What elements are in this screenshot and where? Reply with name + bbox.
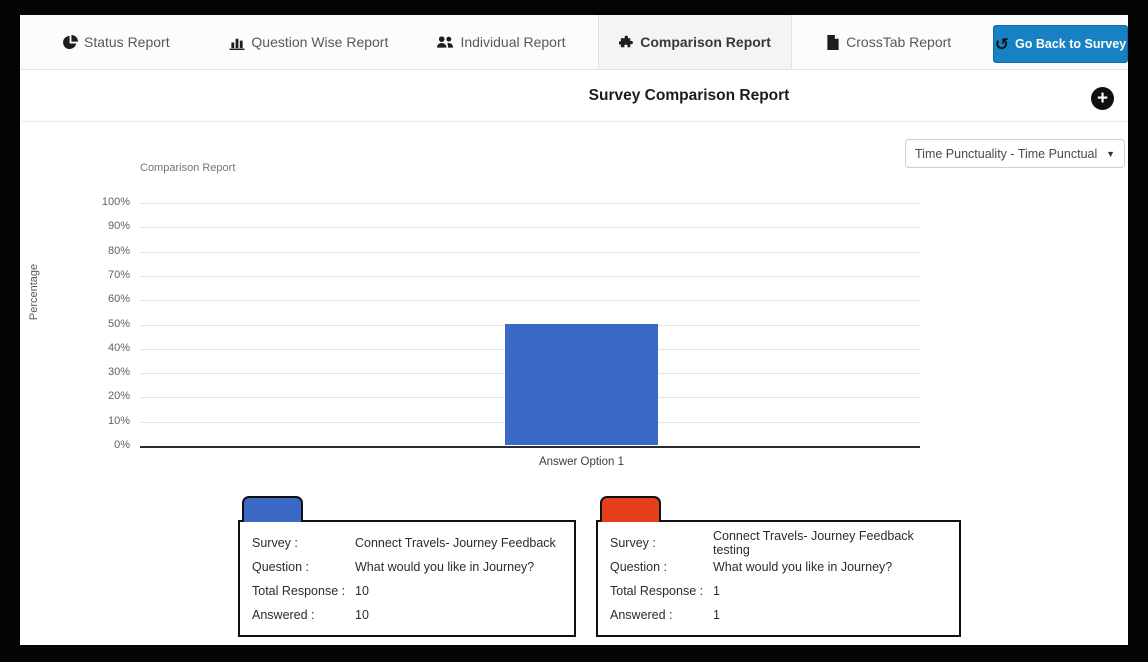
legend-row: Answered : 10 xyxy=(252,603,562,627)
y-tick-label: 40% xyxy=(107,341,130,354)
report-nav: Status Report Question Wise Report Indiv… xyxy=(20,15,1128,70)
legend-row-value: 10 xyxy=(355,608,369,622)
tab-label: Individual Report xyxy=(460,34,566,50)
legend-color-tab xyxy=(242,496,303,522)
y-tick-label: 0% xyxy=(114,439,130,451)
x-axis-category-label: Answer Option 1 xyxy=(538,456,624,468)
legend-row: Survey : Connect Travels- Journey Feedba… xyxy=(610,529,947,557)
y-tick-label: 70% xyxy=(107,268,130,281)
legend-row-label: Answered : xyxy=(252,608,315,622)
x-axis-line xyxy=(140,446,920,448)
legend-row-label: Survey : xyxy=(610,536,656,550)
gridline xyxy=(140,300,920,302)
legend-row-label: Answered : xyxy=(610,608,673,622)
legend-row-value: Connect Travels- Journey Feedback testin… xyxy=(713,529,914,557)
page-title: Survey Comparison Report xyxy=(588,86,790,104)
tab-label: CrossTab Report xyxy=(846,34,952,50)
legend-row: Total Response : 1 xyxy=(610,579,947,603)
question-select-value: Time Punctuality - Time Punctual xyxy=(915,146,1098,161)
y-tick-label: 10% xyxy=(107,414,130,427)
legend-row-label: Question : xyxy=(252,560,309,574)
y-tick-label: 50% xyxy=(107,317,130,330)
legend-row-value: 1 xyxy=(713,608,720,622)
legend-row-value: 10 xyxy=(355,584,369,598)
tab-question-wise-report[interactable]: Question Wise Report xyxy=(213,15,406,69)
tab-individual-report[interactable]: Individual Report xyxy=(405,15,598,69)
tab-comparison-report[interactable]: Comparison Report xyxy=(597,15,793,69)
legend-card-survey-1: Survey : Connect Travels- Journey Feedba… xyxy=(238,496,576,637)
undo-icon: ↺ xyxy=(994,34,1010,54)
chart-bar[interactable] xyxy=(505,323,658,445)
gridline xyxy=(140,275,920,277)
back-button-label: Go Back to Survey xyxy=(1015,37,1127,51)
tab-status-report[interactable]: Status Report xyxy=(20,15,213,69)
legend-row-label: Total Response : xyxy=(252,584,346,598)
chevron-down-icon: ▼ xyxy=(1106,148,1115,159)
tab-label: Question Wise Report xyxy=(251,34,389,50)
legend-row: Question : What would you like in Journe… xyxy=(610,555,947,579)
tab-crosstab-report[interactable]: CrossTab Report xyxy=(792,15,985,69)
legend-card-survey-2: Survey : Connect Travels- Journey Feedba… xyxy=(596,496,961,637)
legend-row-value: What would you like in Journey? xyxy=(355,560,535,574)
y-axis-title: Percentage xyxy=(28,263,40,321)
puzzle-piece-icon xyxy=(619,35,634,50)
report-content: Time Punctuality - Time Punctual ▼ Compa… xyxy=(20,122,1128,645)
legend-row-label: Total Response : xyxy=(610,584,704,598)
legend-row: Survey : Connect Travels- Journey Feedba… xyxy=(252,531,562,555)
y-tick-label: 60% xyxy=(107,293,130,306)
pie-chart-icon xyxy=(63,34,78,50)
report-app: Status Report Question Wise Report Indiv… xyxy=(20,15,1128,645)
go-back-to-survey-button[interactable]: ↺ Go Back to Survey xyxy=(993,25,1128,63)
report-tabs: Status Report Question Wise Report Indiv… xyxy=(20,15,985,69)
gridline xyxy=(140,203,920,204)
legend-row: Question : What would you like in Journe… xyxy=(252,555,562,579)
users-icon xyxy=(437,35,454,49)
gridline xyxy=(140,227,920,229)
legend-row-value: Connect Travels- Journey Feedback xyxy=(355,536,556,550)
tab-label: Status Report xyxy=(83,34,170,50)
y-tick-label: 30% xyxy=(107,366,130,379)
legend-color-tab xyxy=(600,496,661,522)
plus-circle-icon[interactable]: + xyxy=(1091,87,1114,110)
legend-row-label: Survey : xyxy=(252,536,298,550)
document-icon xyxy=(826,34,840,50)
legend-row: Total Response : 10 xyxy=(252,579,562,603)
tab-label: Comparison Report xyxy=(640,34,771,50)
legend-row: Answered : 1 xyxy=(610,603,947,627)
y-tick-label: 90% xyxy=(107,220,130,233)
question-select-dropdown[interactable]: Time Punctuality - Time Punctual ▼ xyxy=(905,139,1125,168)
y-tick-label: 20% xyxy=(107,390,130,403)
y-tick-label: 80% xyxy=(107,244,130,257)
chart-title: Comparison Report xyxy=(140,162,236,174)
title-bar: Survey Comparison Report + xyxy=(20,70,1128,122)
legend-row-value: 1 xyxy=(713,584,720,598)
legend-row-label: Question : xyxy=(610,560,667,574)
y-tick-label: 100% xyxy=(101,196,130,208)
bar-chart-icon xyxy=(229,35,245,50)
comparison-chart-plot: 100% 90% 80% 70% 60% 50% 40% 30% 20% 10% 0% xyxy=(102,196,920,451)
gridline xyxy=(140,251,920,253)
legend-row-value: What would you like in Journey? xyxy=(713,560,893,574)
